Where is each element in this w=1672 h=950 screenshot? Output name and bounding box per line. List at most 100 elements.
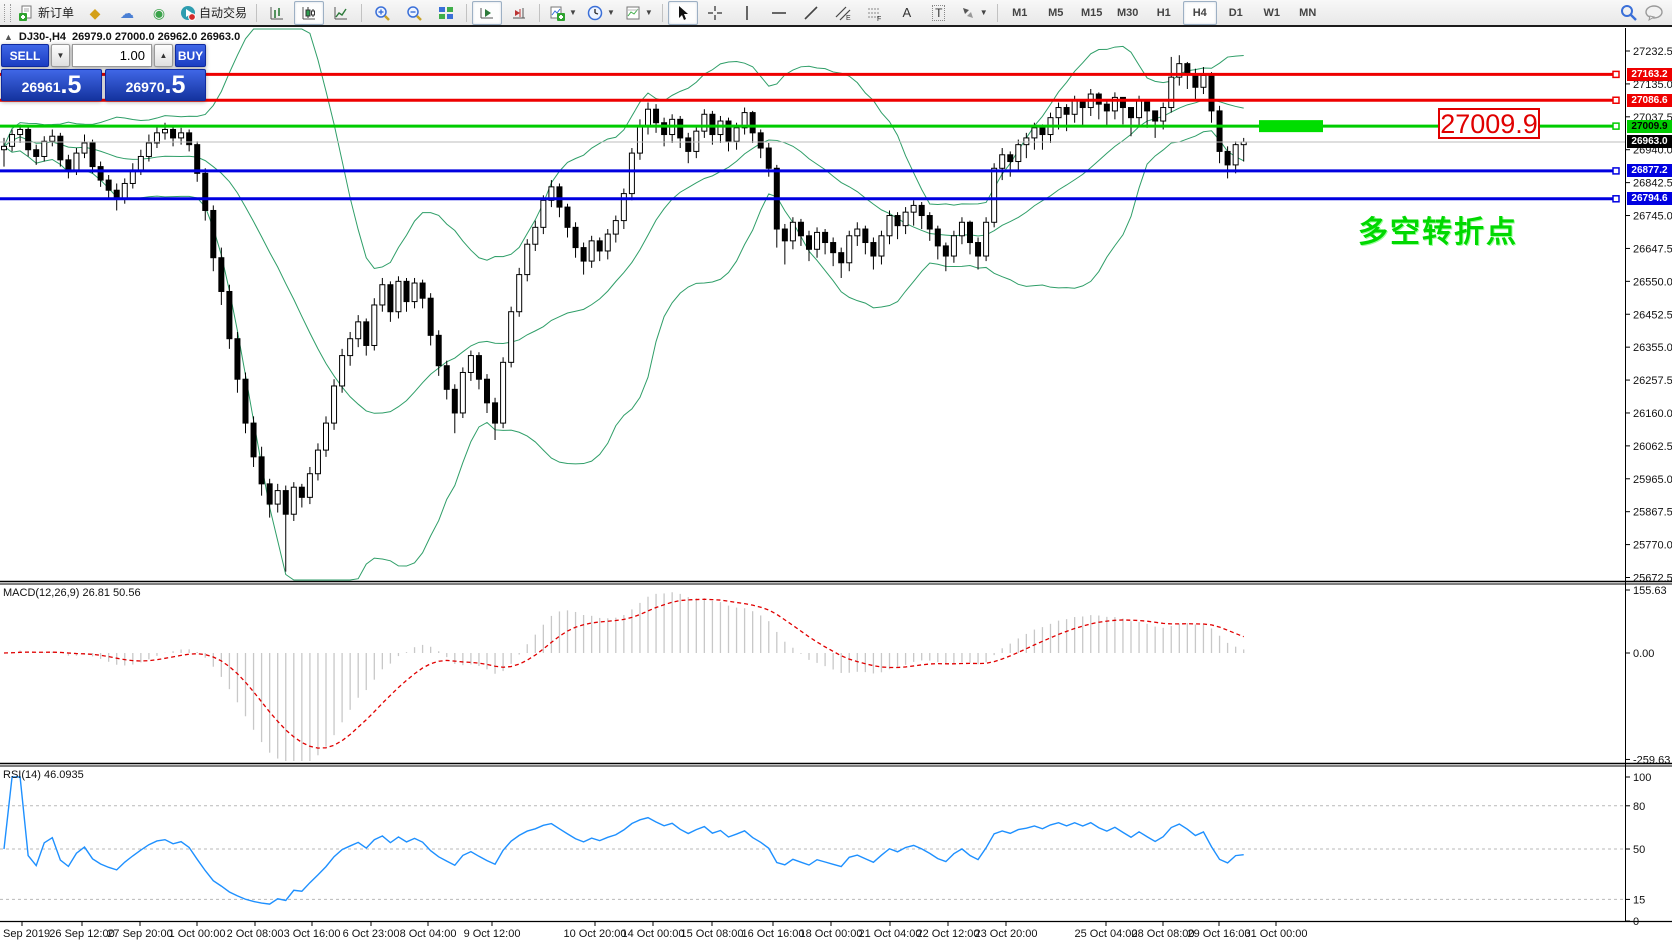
period-m1-button[interactable]: M1 — [1012, 6, 1028, 19]
time-tick-label: 9 Oct 12:00 — [463, 928, 521, 940]
buy-price-main: 26970 — [125, 79, 165, 95]
period-h1-button[interactable]: H1 — [1156, 6, 1171, 19]
price-annotation-box[interactable]: 27009.9 — [1438, 108, 1540, 139]
text-tool-icon: A — [902, 5, 912, 20]
time-tick-label: 22 Oct 12:00 — [916, 928, 980, 940]
time-tick-label: 23 Oct 20:00 — [974, 928, 1038, 940]
period-w1-button[interactable]: W1 — [1263, 6, 1280, 19]
bars-chart-icon — [270, 6, 284, 19]
toolbar-separator — [996, 3, 998, 22]
svg-text:E: E — [846, 15, 851, 21]
time-tick-label: 15 Oct 08:00 — [680, 928, 744, 940]
rsi-tick-label: 50 — [1633, 844, 1645, 856]
time-tick-label: 2 Oct 08:00 — [226, 928, 284, 940]
new-order-button[interactable]: 新订单 — [15, 1, 78, 25]
price-tick-label: 25867.5 — [1633, 507, 1672, 519]
chat-icon[interactable] — [1645, 4, 1664, 21]
volume-decrease-button[interactable]: ▼ — [51, 44, 70, 67]
volume-input[interactable]: 1.00 — [72, 44, 152, 67]
auto-scroll-button[interactable] — [472, 0, 503, 25]
time-tick-label: 27 Sep 20:00 — [107, 928, 173, 940]
cursor-button[interactable] — [667, 0, 698, 25]
price-tick-label: 26452.5 — [1633, 309, 1672, 321]
macd-axis: 155.63 0.00 -259.63 — [1625, 585, 1670, 766]
turning-point-annotation[interactable]: 多空转折点 — [1358, 216, 1518, 249]
periods-button[interactable]: ▼ — [583, 1, 619, 25]
label-tool-button[interactable]: T — [924, 1, 954, 25]
buy-price-display[interactable]: 26970.5 — [105, 69, 206, 101]
sell-price-fraction: .5 — [60, 71, 82, 99]
level-price-badge: 27009.9 — [1627, 119, 1672, 133]
period-m15-button[interactable]: M15 — [1081, 6, 1103, 19]
crosshair-icon — [707, 5, 722, 20]
price-tick-label: 26550.0 — [1633, 276, 1672, 288]
time-tick-label: 16 Oct 16:00 — [741, 928, 805, 940]
bars-chart-button[interactable] — [262, 1, 292, 25]
period-m30-button[interactable]: M30 — [1117, 6, 1139, 19]
time-tick-label: 31 Oct 00:00 — [1244, 928, 1308, 940]
time-tick-label: 5 Sep 2019 — [0, 928, 51, 940]
zoom-out-button[interactable] — [399, 1, 429, 25]
templates-button[interactable]: ▼ — [621, 1, 657, 25]
community-cloud-icon: ☁ — [120, 4, 135, 21]
collapse-triangle-icon[interactable]: ▲ — [4, 32, 13, 42]
svg-text:F: F — [877, 16, 881, 21]
period-d1-button[interactable]: D1 — [1228, 6, 1243, 19]
time-tick-label: 1 Oct 00:00 — [168, 928, 226, 940]
chart-shift-button[interactable] — [504, 1, 534, 25]
period-m5-button[interactable]: M5 — [1048, 6, 1064, 19]
tile-windows-button[interactable] — [431, 1, 461, 25]
arrows-tool-button[interactable]: ▼ — [956, 1, 992, 25]
time-tick-label: 10 Oct 20:00 — [563, 928, 627, 940]
macd-pane — [3, 592, 1245, 761]
green-highlight-box[interactable] — [1259, 120, 1323, 133]
buy-button[interactable]: BUY — [175, 44, 206, 67]
autotrade-button[interactable]: 自动交易 — [176, 1, 251, 25]
period-mn-button[interactable]: MN — [1299, 6, 1317, 19]
price-tick-label: 26257.5 — [1633, 375, 1672, 387]
vertical-line-button[interactable] — [732, 1, 762, 25]
indicators-icon — [550, 6, 566, 21]
community-button[interactable]: ☁ — [112, 1, 142, 25]
autotrade-label: 自动交易 — [199, 6, 248, 20]
toolbar-separator — [661, 3, 663, 22]
trendline-icon — [804, 5, 818, 20]
sell-button[interactable]: SELL — [1, 44, 49, 67]
time-tick-label: 29 Oct 16:00 — [1187, 928, 1251, 940]
rsi-axis: 100 80 50 15 0 — [1625, 772, 1651, 928]
fibonacci-button[interactable]: F — [860, 1, 890, 25]
horizontal-line-button[interactable] — [764, 1, 794, 25]
trendline-button[interactable] — [796, 1, 826, 25]
arrows-icon — [962, 7, 973, 18]
toolbar-grip[interactable] — [4, 3, 11, 22]
zoom-in-icon — [375, 5, 390, 21]
time-tick-label: 3 Oct 16:00 — [283, 928, 341, 940]
candlestick-chart-button[interactable] — [294, 0, 325, 25]
volume-increase-button[interactable]: ▲ — [154, 44, 173, 67]
text-tool-button[interactable]: A — [892, 1, 922, 25]
macd-tick-label: 155.63 — [1633, 585, 1667, 597]
sell-price-display[interactable]: 26961.5 — [1, 69, 102, 101]
time-tick-label: 21 Oct 04:00 — [858, 928, 922, 940]
indicators-button[interactable]: ▼ — [545, 1, 581, 25]
equidistant-channel-button[interactable]: E — [828, 1, 858, 25]
zoom-in-button[interactable] — [367, 1, 397, 25]
rsi-tick-label: 100 — [1633, 772, 1651, 784]
toolbar-separator — [361, 3, 363, 22]
template-icon — [626, 6, 640, 19]
line-chart-button[interactable] — [326, 1, 356, 25]
time-tick-label: 14 Oct 00:00 — [621, 928, 685, 940]
dropdown-caret-icon: ▼ — [569, 8, 577, 17]
metaquotes-button[interactable]: ◆ — [80, 1, 110, 25]
crosshair-button[interactable] — [700, 1, 730, 25]
price-tick-label: 25672.5 — [1633, 573, 1672, 585]
chart-shift-icon — [513, 7, 526, 18]
time-axis-ticks — [21, 922, 1277, 926]
price-tick-label: 26062.5 — [1633, 441, 1672, 453]
search-icon[interactable] — [1620, 4, 1637, 21]
period-h4-button[interactable]: H4 — [1182, 0, 1217, 25]
signals-button[interactable]: ◉ — [144, 1, 174, 25]
channel-icon: E — [835, 6, 851, 21]
symbol-period-label: DJ30-,H4 — [18, 31, 66, 43]
